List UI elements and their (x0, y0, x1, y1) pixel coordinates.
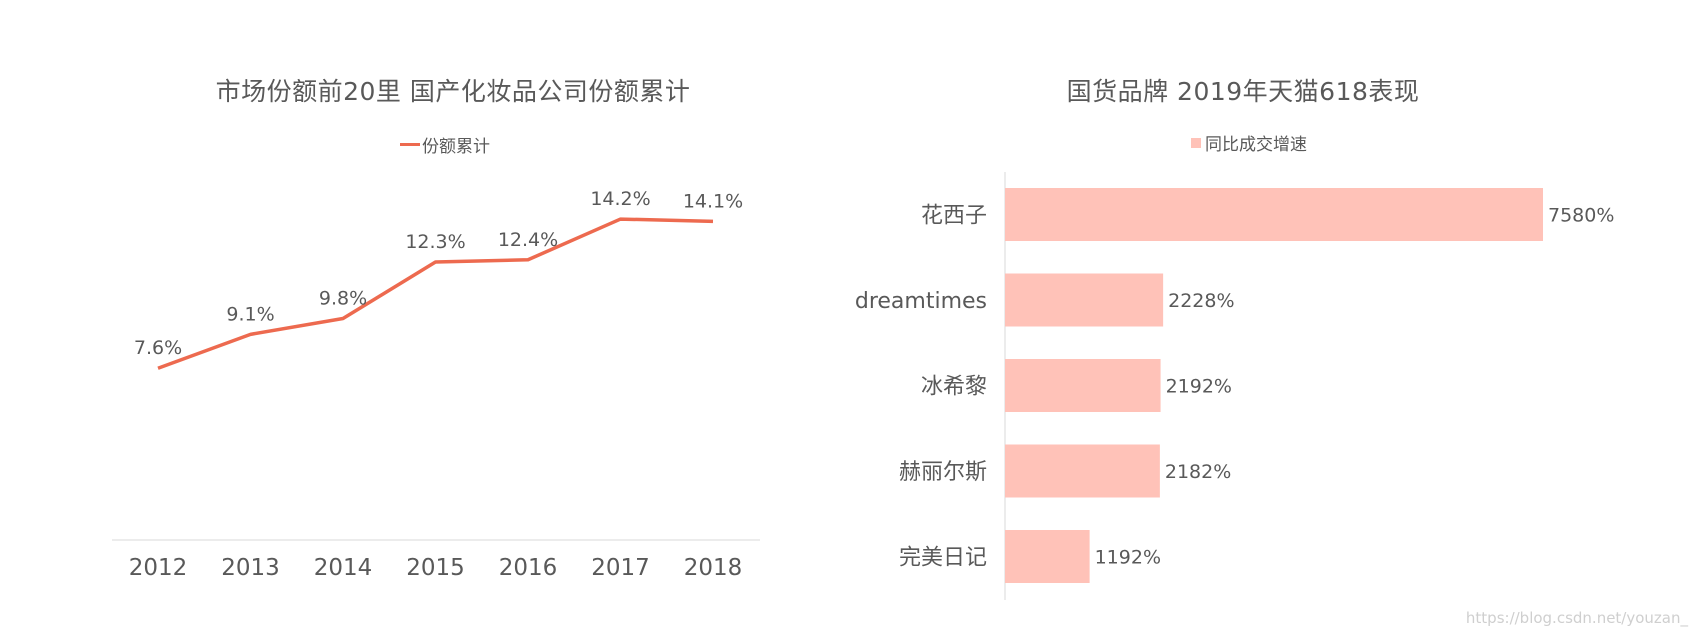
bar-chart-legend: 同比成交增速 (1191, 130, 1307, 155)
bar (1005, 273, 1164, 327)
data-label: 2192% (1166, 376, 1232, 398)
category-label: 冰希黎 (921, 375, 987, 400)
series-line (157, 217, 714, 370)
bar-chart-title: 国货品牌 2019年天猫618表现 (1066, 77, 1420, 106)
x-tick-label: 2018 (684, 555, 743, 581)
data-label: 12.3% (405, 231, 465, 253)
line-chart-title: 市场份额前20里 国产化妆品公司份额累计 (215, 77, 691, 106)
legend-label: 同比成交增速 (1205, 135, 1307, 155)
data-label: 7.6% (134, 337, 182, 359)
data-label: 1192% (1095, 547, 1161, 569)
data-label: 12.4% (498, 229, 558, 251)
data-label: 9.8% (319, 288, 367, 310)
category-label: dreamtimes (855, 289, 987, 314)
bar (1005, 359, 1161, 412)
line-chart-legend: 份额累计 (400, 132, 490, 157)
category-label: 赫丽尔斯 (899, 460, 987, 485)
bar (1005, 530, 1090, 583)
x-tick-label: 2014 (314, 555, 373, 581)
bar (1005, 444, 1160, 498)
data-label: 14.2% (590, 188, 650, 210)
watermark: https://blog.csdn.net/youzan_ (1465, 609, 1688, 627)
data-label: 2228% (1168, 290, 1234, 312)
data-label: 7580% (1548, 205, 1614, 227)
x-tick-label: 2012 (129, 555, 188, 581)
legend-label: 份额累计 (422, 137, 490, 157)
data-label: 14.1% (683, 190, 743, 212)
legend-box-swatch (1191, 137, 1201, 148)
category-label: 花西子 (921, 204, 987, 229)
category-label: 完美日记 (899, 546, 987, 571)
data-label: 2182% (1165, 461, 1231, 483)
data-label: 9.1% (226, 303, 274, 325)
x-tick-label: 2013 (221, 555, 280, 581)
x-tick-label: 2016 (499, 555, 558, 581)
legend-line-swatch (400, 143, 420, 146)
bar (1005, 188, 1543, 241)
x-tick-label: 2015 (406, 555, 465, 581)
x-tick-label: 2017 (591, 555, 650, 581)
